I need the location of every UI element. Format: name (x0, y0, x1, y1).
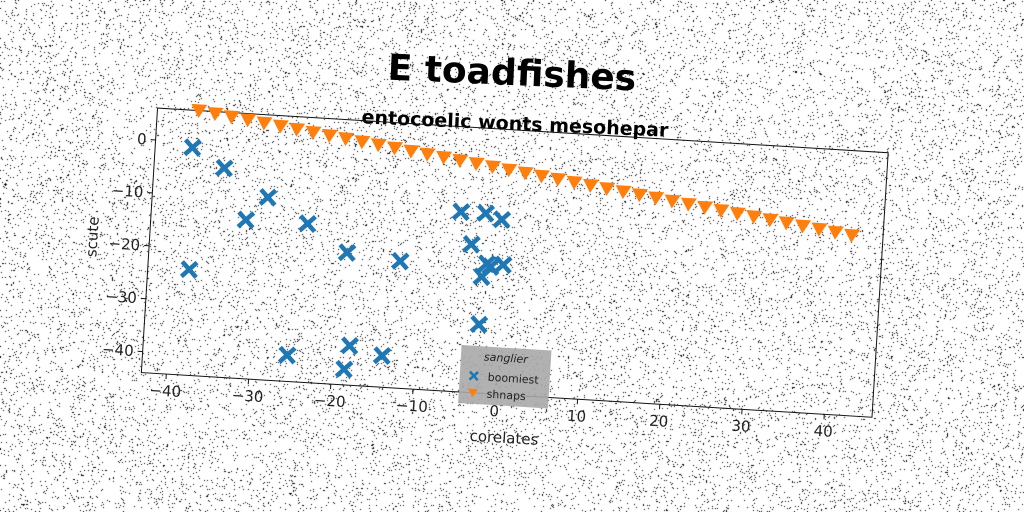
legend-label-shnaps: shnaps (486, 388, 526, 403)
point-shnaps (583, 178, 599, 193)
point-shnaps (387, 141, 404, 156)
point-shnaps (354, 135, 371, 150)
point-boomiest (334, 359, 354, 379)
point-shnaps (762, 213, 779, 228)
point-shnaps (223, 110, 240, 125)
point-shnaps (191, 103, 208, 118)
x-tick-label: −20 (313, 391, 346, 411)
point-shnaps (680, 197, 697, 212)
point-boomiest (179, 260, 199, 279)
x-tick-label: 30 (731, 417, 751, 436)
point-shnaps (370, 138, 387, 153)
point-boomiest (258, 187, 278, 207)
y-tick-label: −30 (105, 287, 138, 307)
y-axis-label: scute (82, 216, 102, 258)
x-tick-label: 0 (489, 402, 500, 421)
point-shnaps (403, 144, 420, 159)
point-shnaps (207, 107, 224, 122)
point-boomiest (236, 210, 256, 230)
y-tick-label: −10 (111, 181, 144, 201)
point-boomiest (183, 138, 202, 157)
point-shnaps (289, 122, 306, 137)
point-boomiest (451, 202, 471, 222)
legend-marker-shnaps (467, 388, 478, 398)
point-shnaps (517, 166, 534, 181)
point-boomiest (337, 243, 357, 262)
axis-ticks: −40 −30 −20 −10 0 10 20 30 40 0 −10 −20 −30 −40 (102, 130, 834, 441)
legend-label-boomiest: boomiest (487, 371, 539, 387)
x-tick-label: −40 (149, 381, 182, 401)
point-shnaps (631, 188, 648, 203)
data-marks (179, 103, 861, 379)
point-boomiest (390, 251, 410, 271)
point-shnaps (240, 113, 257, 128)
chart-title: E toadfishes (387, 48, 637, 100)
point-shnaps (697, 200, 714, 215)
point-shnaps (256, 116, 273, 131)
point-boomiest (462, 234, 481, 254)
point-shnaps (452, 153, 469, 168)
y-tick-label: 0 (137, 130, 148, 149)
point-boomiest (469, 315, 489, 334)
point-shnaps (664, 194, 681, 209)
y-tick-label: −20 (108, 234, 141, 254)
point-boomiest (214, 158, 234, 178)
y-tick-label: −40 (102, 340, 135, 360)
point-shnaps (550, 172, 567, 187)
point-boomiest (492, 210, 512, 229)
plot-area: −40 −30 −20 −10 0 10 20 30 40 0 −10 −20 −30 −40 corel… (82, 103, 889, 449)
point-shnaps (615, 185, 632, 200)
point-shnaps (827, 225, 844, 240)
x-tick-label: −30 (231, 386, 264, 406)
point-shnaps (811, 222, 828, 237)
x-tick-label: −10 (396, 396, 429, 416)
legend-box (458, 345, 552, 409)
point-boomiest (493, 255, 513, 275)
point-shnaps (468, 156, 485, 172)
point-boomiest (476, 203, 496, 223)
point-shnaps (272, 119, 289, 134)
point-shnaps (746, 210, 763, 225)
point-shnaps (729, 206, 746, 221)
point-shnaps (713, 203, 730, 218)
point-shnaps (566, 175, 583, 190)
point-shnaps (501, 163, 518, 178)
point-boomiest (372, 346, 392, 365)
x-tick-label: 20 (649, 412, 669, 431)
point-shnaps (338, 132, 355, 147)
point-shnaps (599, 181, 616, 197)
x-tick-label: 10 (566, 407, 586, 426)
point-shnaps (321, 128, 338, 143)
point-shnaps (778, 216, 795, 231)
x-axis-label: corelates (469, 427, 539, 449)
point-boomiest (277, 345, 297, 365)
point-boomiest (340, 336, 360, 356)
point-shnaps (305, 125, 322, 140)
point-shnaps (648, 191, 665, 206)
legend: sanglier boomiest shnaps (458, 345, 552, 409)
x-tick-label: 40 (813, 422, 833, 441)
legend-title: sanglier (484, 350, 530, 366)
point-shnaps (485, 160, 502, 175)
point-shnaps (844, 228, 861, 243)
point-shnaps (419, 147, 436, 162)
point-shnaps (795, 219, 812, 234)
point-boomiest (298, 214, 317, 233)
point-shnaps (534, 169, 551, 184)
point-shnaps (436, 150, 453, 165)
legend-marker-boomiest (468, 370, 479, 382)
point-boomiest (477, 254, 497, 274)
